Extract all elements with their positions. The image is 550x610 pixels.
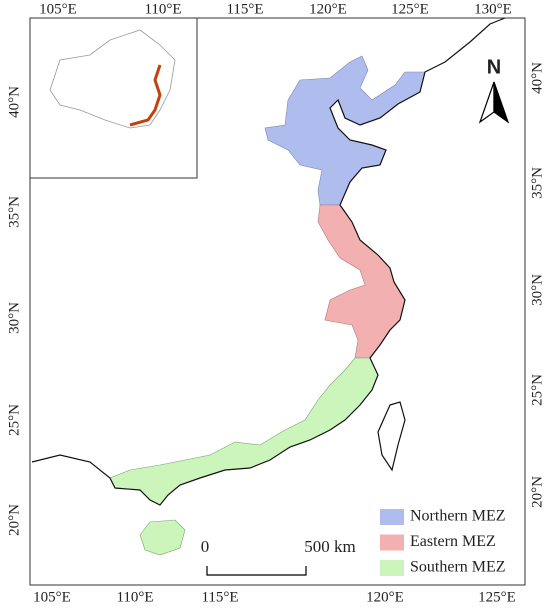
left-tick-label: 40°N <box>6 86 22 118</box>
inset-coast-highlight <box>129 64 162 127</box>
top-ticks: 105°E 110°E 115°E 120°E 125°E 130°E <box>39 1 512 17</box>
legend-label: Southern MEZ <box>410 559 506 576</box>
right-tick-label: 35°N <box>529 167 545 199</box>
taiwan <box>377 401 406 472</box>
left-tick-label: 20°N <box>6 504 22 536</box>
right-tick-label: 20°N <box>529 476 545 508</box>
bottom-tick-label: 115°E <box>201 589 238 605</box>
inset-country <box>49 29 176 129</box>
legend-swatch <box>380 534 404 551</box>
right-tick-label: 40°N <box>529 62 545 94</box>
top-tick-label: 105°E <box>39 1 77 17</box>
scale-bar <box>206 566 307 576</box>
scale-start: 0 <box>201 537 210 556</box>
coastline <box>31 17 506 506</box>
right-ticks: 40°N 35°N 30°N 25°N 20°N <box>529 62 545 508</box>
scale-end: 500 km <box>304 537 355 556</box>
top-tick-label: 130°E <box>474 1 512 17</box>
top-tick-label: 120°E <box>309 1 347 17</box>
bottom-tick-label: 120°E <box>366 589 404 605</box>
legend: Northern MEZ Eastern MEZ Southern MEZ <box>380 508 506 576</box>
legend-swatch <box>380 509 404 525</box>
top-tick-label: 110°E <box>144 1 181 17</box>
bottom-tick-label: 105°E <box>33 589 71 605</box>
right-tick-label: 25°N <box>529 374 545 406</box>
bottom-tick-label: 110°E <box>116 589 153 605</box>
bottom-ticks: 105°E 110°E 115°E 120°E 125°E <box>33 589 516 605</box>
right-tick-label: 30°N <box>529 274 545 306</box>
top-tick-label: 115°E <box>226 1 263 17</box>
left-tick-label: 25°N <box>6 404 22 436</box>
legend-swatch <box>380 560 404 576</box>
top-tick-label: 125°E <box>391 1 429 17</box>
bottom-tick-label: 125°E <box>478 589 516 605</box>
north-arrow-right <box>493 81 510 124</box>
inset-map <box>29 17 198 179</box>
north-label: N <box>487 56 501 78</box>
left-ticks: 40°N 35°N 30°N 25°N 20°N <box>6 86 22 536</box>
legend-label: Eastern MEZ <box>410 533 496 550</box>
legend-label: Northern MEZ <box>410 508 506 525</box>
left-tick-label: 35°N <box>6 196 22 228</box>
left-tick-label: 30°N <box>6 302 22 334</box>
